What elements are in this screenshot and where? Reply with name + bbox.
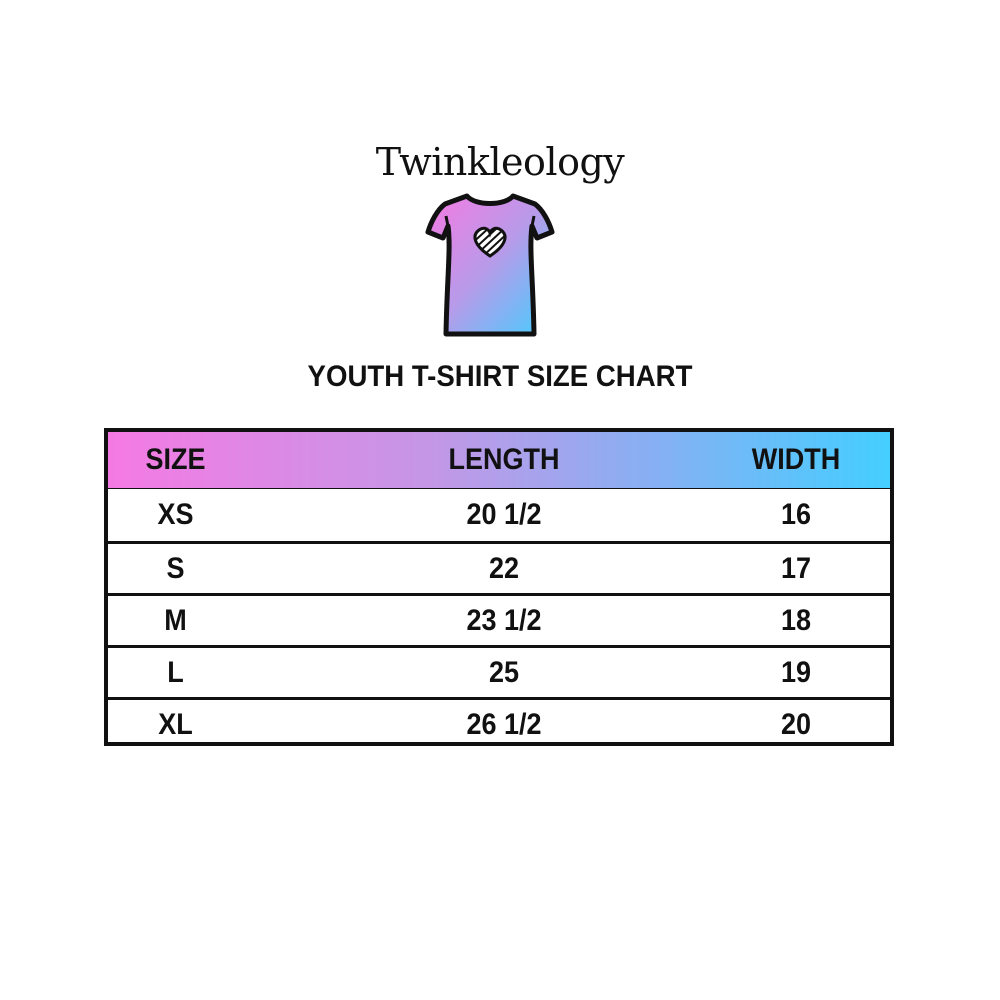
cell-width: 19: [780, 655, 812, 689]
page-title: YOUTH T-SHIRT SIZE CHART: [307, 360, 693, 393]
cell-length: 23 1/2: [466, 603, 542, 637]
cell-width: 17: [780, 551, 812, 585]
cell-width: 16: [780, 498, 812, 531]
cell-length: 25: [488, 655, 520, 689]
size-chart-table: SIZE LENGTH WIDTH XS 20 1/2 16 S 22 17 M 23 1/2…: [104, 428, 894, 746]
table-row: M 23 1/2 18: [108, 593, 890, 645]
table-row: XS 20 1/2 16: [108, 489, 890, 541]
cell-length: 22: [488, 551, 520, 585]
cell-size: L: [167, 655, 184, 689]
cell-size: XS: [157, 498, 194, 531]
table-row: L 25 19: [108, 645, 890, 697]
cell-width: 18: [780, 603, 812, 637]
table-header-row: SIZE LENGTH WIDTH: [108, 432, 890, 489]
header-length: LENGTH: [448, 443, 560, 476]
cell-size: S: [166, 551, 185, 585]
header-width: WIDTH: [751, 443, 841, 476]
t-shirt-with-heart-icon: [425, 193, 555, 337]
table-row: S 22 17: [108, 541, 890, 593]
header-size: SIZE: [145, 443, 206, 476]
cell-size: XL: [158, 707, 193, 741]
cell-length: 20 1/2: [466, 498, 542, 531]
table-row: XL 26 1/2 20: [108, 697, 890, 749]
cell-width: 20: [780, 707, 812, 741]
brand-logo-text: Twinkleology: [375, 140, 625, 184]
cell-size: M: [164, 603, 187, 637]
cell-length: 26 1/2: [466, 707, 542, 741]
